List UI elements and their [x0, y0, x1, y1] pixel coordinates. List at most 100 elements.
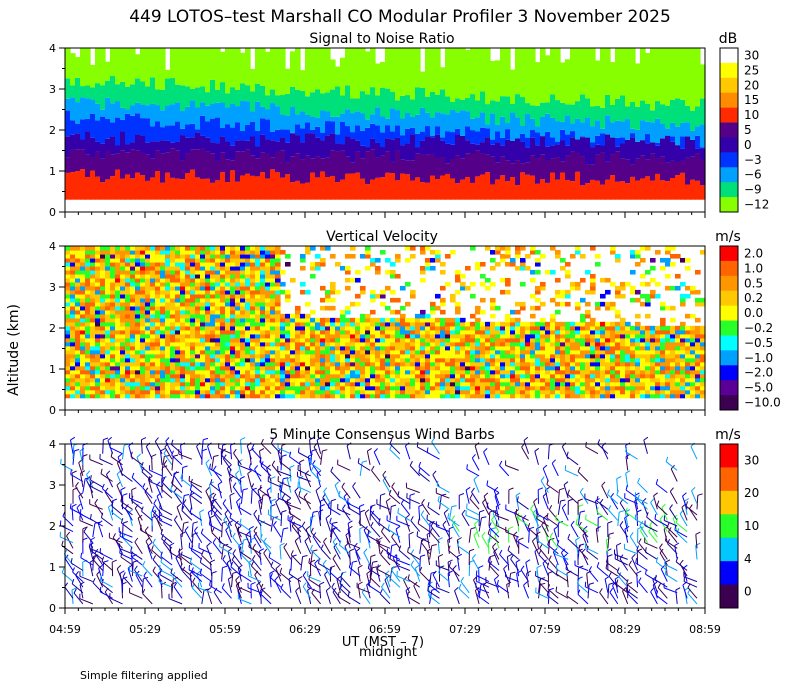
velocity-cell	[280, 385, 286, 391]
velocity-cell	[240, 341, 246, 347]
velocity-cell	[650, 361, 656, 367]
velocity-cell	[225, 361, 231, 367]
velocity-cell	[155, 353, 161, 359]
velocity-cell	[100, 321, 106, 327]
velocity-cell	[450, 393, 456, 399]
snr-cell	[660, 48, 666, 105]
velocity-cell	[155, 277, 161, 283]
velocity-cell	[115, 293, 121, 299]
velocity-cell	[560, 293, 566, 299]
snr-cell	[155, 105, 161, 122]
snr-cell	[225, 124, 231, 142]
velocity-cell	[260, 261, 266, 267]
velocity-cell	[660, 329, 666, 335]
velocity-cell	[80, 317, 86, 323]
velocity-cell	[695, 385, 701, 391]
velocity-cell	[505, 385, 511, 391]
velocity-cell	[490, 341, 496, 347]
velocity-cell	[650, 369, 656, 375]
velocity-cell	[650, 333, 656, 339]
velocity-cell	[135, 249, 141, 255]
velocity-cell	[220, 341, 226, 347]
velocity-cell	[75, 285, 81, 291]
velocity-cell	[180, 253, 186, 259]
velocity-cell	[690, 365, 696, 371]
velocity-cell	[140, 373, 146, 379]
velocity-cell	[465, 389, 471, 395]
velocity-cell	[415, 313, 421, 319]
snr-cell	[305, 133, 311, 156]
snr-cell	[480, 174, 486, 200]
velocity-cell	[150, 317, 156, 323]
snr-cell	[495, 124, 501, 132]
velocity-cell	[70, 389, 76, 395]
velocity-cell	[340, 341, 346, 347]
snr-cell	[440, 67, 446, 90]
velocity-cell	[290, 373, 296, 379]
wind-barb	[79, 575, 93, 583]
snr-cell	[325, 121, 331, 136]
colorbar-swatch	[720, 107, 738, 123]
velocity-cell	[510, 257, 516, 263]
velocity-cell	[610, 353, 616, 359]
snr-cell	[620, 143, 626, 159]
velocity-cell	[535, 357, 541, 363]
velocity-cell	[290, 277, 296, 283]
velocity-cell	[565, 373, 571, 379]
velocity-cell	[520, 377, 526, 383]
velocity-cell	[95, 381, 101, 387]
velocity-cell	[445, 385, 451, 391]
velocity-cell	[415, 365, 421, 371]
velocity-cell	[250, 297, 256, 303]
velocity-cell	[440, 333, 446, 339]
velocity-cell	[485, 329, 491, 335]
snr-cell	[325, 48, 331, 93]
snr-cell	[385, 172, 391, 200]
velocity-cell	[155, 393, 161, 399]
velocity-cell	[555, 389, 561, 395]
velocity-cell	[230, 309, 236, 315]
snr-cell	[555, 179, 561, 200]
velocity-cell	[165, 325, 171, 331]
velocity-cell	[75, 277, 81, 283]
velocity-cell	[630, 353, 636, 359]
velocity-cell	[235, 385, 241, 391]
velocity-cell	[325, 325, 331, 331]
velocity-cell	[530, 357, 536, 363]
velocity-cell	[130, 381, 136, 387]
snr-cell	[100, 143, 106, 159]
velocity-cell	[110, 277, 116, 283]
velocity-cell	[665, 341, 671, 347]
velocity-cell	[80, 257, 86, 263]
velocity-cell	[495, 261, 501, 267]
velocity-cell	[590, 369, 596, 375]
velocity-cell	[340, 377, 346, 383]
velocity-cell	[85, 365, 91, 371]
velocity-cell	[240, 246, 246, 251]
velocity-cell	[65, 281, 71, 287]
velocity-cell	[130, 393, 136, 399]
velocity-cell	[190, 329, 196, 335]
velocity-cell	[85, 293, 91, 299]
velocity-cell	[405, 321, 411, 327]
velocity-cell	[215, 265, 221, 271]
velocity-cell	[65, 337, 71, 343]
velocity-cell	[545, 381, 551, 387]
velocity-cell	[475, 333, 481, 339]
velocity-cell	[455, 365, 461, 371]
velocity-cell	[120, 377, 126, 383]
velocity-cell	[295, 317, 301, 323]
snr-cell	[445, 163, 451, 174]
velocity-cell	[220, 265, 226, 271]
velocity-cell	[480, 361, 486, 367]
velocity-cell	[560, 377, 566, 383]
velocity-cell	[455, 357, 461, 363]
velocity-cell	[690, 325, 696, 331]
velocity-cell	[420, 385, 426, 391]
velocity-cell	[665, 385, 671, 391]
snr-cell	[155, 89, 161, 106]
velocity-cell	[205, 329, 211, 335]
snr-cell	[335, 116, 341, 135]
velocity-cell	[220, 325, 226, 331]
velocity-cell	[120, 381, 126, 387]
